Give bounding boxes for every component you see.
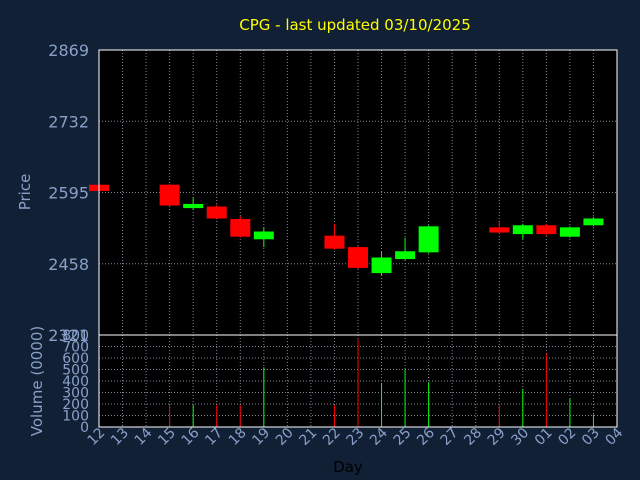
chart-title: CPG - last updated 03/10/2025	[239, 16, 471, 34]
candle-body	[512, 225, 533, 235]
candle-body	[395, 251, 416, 260]
x-tick-label: 19	[249, 425, 273, 449]
x-tick-label: 18	[226, 425, 250, 449]
candle-body	[583, 218, 604, 226]
price-axis-label: Price	[16, 174, 34, 211]
candle-body	[489, 227, 510, 233]
candle-body	[536, 225, 557, 235]
x-tick-label: 24	[367, 425, 391, 449]
candle-body	[159, 184, 180, 206]
volume-tick-label: 500	[62, 363, 89, 379]
volume-axis-label: Volume (0000)	[28, 326, 46, 436]
x-axis-label: Day	[333, 458, 363, 476]
candle-body	[183, 203, 204, 209]
candle-body	[371, 257, 392, 274]
x-tick-label: 03	[579, 425, 603, 449]
candle-body	[253, 231, 274, 240]
price-tick-label: 2595	[48, 184, 89, 203]
x-tick-label: 17	[202, 425, 226, 449]
x-tick-label: 26	[414, 425, 438, 449]
price-tick-label: 2732	[48, 112, 89, 131]
candle-body	[230, 219, 251, 237]
volume-bars	[169, 339, 594, 427]
volume-tick-label: 800	[62, 328, 89, 344]
volume-tick-label: 0	[80, 420, 89, 436]
x-tick-label: 01	[532, 425, 556, 449]
candle-body	[559, 227, 580, 237]
volume-tick-label: 700	[62, 340, 89, 356]
volume-tick-label: 600	[62, 351, 89, 367]
x-tick-label: 15	[155, 425, 179, 449]
plot-frame	[98, 49, 618, 428]
x-tick-label: 28	[461, 425, 485, 449]
candle-body	[418, 226, 439, 253]
x-tick-label: 20	[273, 425, 297, 449]
price-tick-label: 2869	[48, 41, 89, 60]
x-tick-label: 22	[320, 425, 344, 449]
candle-body	[206, 206, 227, 219]
x-tick-label: 13	[108, 425, 132, 449]
x-tick-label: 02	[555, 425, 579, 449]
x-tick-label: 29	[485, 425, 509, 449]
volume-tick-label: 300	[62, 386, 89, 402]
x-tick-label: 23	[344, 425, 368, 449]
candles	[89, 183, 604, 276]
x-tick-label: 21	[296, 425, 320, 449]
x-tick-label: 30	[508, 425, 532, 449]
candle-body	[324, 235, 345, 249]
x-tick-label: 14	[132, 425, 156, 449]
volume-tick-label: 400	[62, 374, 89, 390]
volume-tick-label: 200	[62, 397, 89, 413]
x-tick-label: 27	[438, 425, 462, 449]
x-tick-label: 04	[603, 425, 627, 449]
candle-body	[348, 247, 368, 268]
price-tick-label: 2321	[48, 326, 89, 345]
x-tick-label: 16	[179, 425, 203, 449]
price-tick-label: 2458	[48, 255, 89, 274]
volume-tick-label: 100	[62, 409, 89, 425]
x-tick-label: 25	[391, 425, 415, 449]
